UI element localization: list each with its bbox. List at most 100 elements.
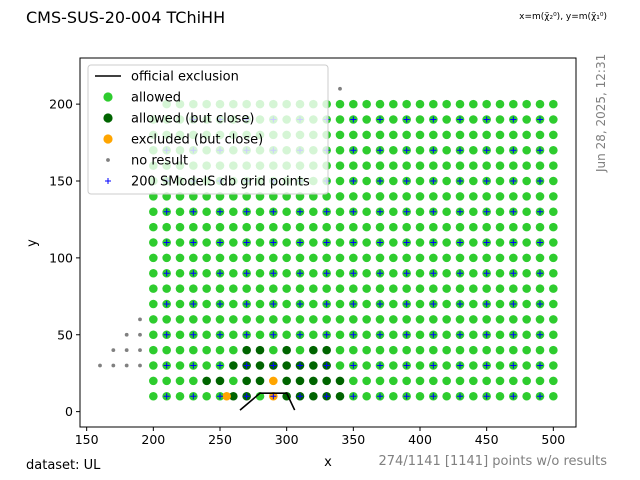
allowed-point (309, 330, 318, 340)
allowed-point (149, 222, 158, 232)
excluded-close-point (269, 376, 278, 386)
grid-point (270, 331, 277, 338)
grid-point (483, 270, 490, 277)
allowed-point (362, 99, 371, 109)
allowed-point (349, 253, 358, 263)
allowed-point (495, 161, 505, 170)
allowed-point (522, 345, 531, 355)
grid-point (457, 301, 463, 307)
allowed-point (282, 315, 291, 324)
grid-point (510, 301, 517, 307)
y-tick-label: 100 (49, 250, 73, 265)
dataset-label: dataset: UL (26, 458, 101, 473)
grid-point (403, 147, 410, 154)
allowed-point (429, 315, 438, 324)
allowed-point (335, 284, 345, 293)
grid-point (377, 362, 383, 369)
grid-point (403, 362, 410, 369)
allowed-point (522, 253, 531, 263)
allowed-point (442, 315, 451, 324)
allowed-point (269, 284, 278, 293)
allowed-point (349, 99, 358, 109)
allowed-point (522, 145, 531, 155)
allowed-point (335, 130, 345, 140)
allowed-point (202, 268, 211, 278)
allowed-point (189, 315, 198, 324)
allowed-point (442, 268, 451, 278)
allowed-point (549, 238, 558, 247)
allowed-point (549, 192, 558, 201)
allowed-point (362, 391, 371, 401)
allowed-point (175, 284, 185, 293)
grid-point (537, 301, 543, 307)
allowed-close-point (255, 376, 265, 386)
allowed-point (495, 330, 505, 340)
grid-point (190, 393, 197, 400)
allowed-point (149, 376, 158, 386)
grid-point (243, 270, 250, 277)
allowed-point (175, 345, 185, 355)
grid-point (377, 301, 383, 307)
grid-point (457, 178, 463, 184)
allowed-point (255, 284, 265, 293)
allowed-point (389, 253, 398, 263)
allowed-point (375, 376, 385, 386)
allowed-point (469, 161, 478, 170)
allowed-point (375, 99, 385, 109)
grid-point (217, 301, 223, 307)
allowed-point (469, 238, 478, 247)
allowed-point (175, 315, 185, 324)
grid-point (430, 178, 437, 184)
allowed-point (415, 207, 425, 217)
allowed-point (202, 361, 211, 370)
allowed-point (229, 222, 238, 232)
allowed-point (442, 222, 451, 232)
allowed-point (469, 376, 478, 386)
allowed-point (189, 222, 198, 232)
allowed-point (535, 284, 545, 293)
allowed-point (415, 238, 425, 247)
grid-point (243, 208, 250, 215)
allowed-point (429, 130, 438, 140)
grid-point (190, 331, 197, 338)
grid-point (403, 301, 410, 307)
allowed-point (202, 330, 211, 340)
allowed-point (202, 253, 211, 263)
allowed-point (469, 330, 478, 340)
allowed-point (482, 222, 491, 232)
allowed-close-point (242, 376, 251, 386)
allowed-point (402, 161, 411, 170)
allowed-point (442, 99, 451, 109)
grid-point (270, 301, 277, 307)
allowed-point (509, 345, 518, 355)
allowed-point (442, 238, 451, 247)
allowed-point (429, 192, 438, 201)
allowed-point (455, 376, 465, 386)
allowed-close-point (202, 376, 211, 386)
allowed-point (215, 222, 225, 232)
allowed-point (469, 145, 478, 155)
allowed-point (389, 145, 398, 155)
allowed-point (469, 391, 478, 401)
allowed-point (215, 315, 225, 324)
allowed-point (362, 330, 371, 340)
grid-point (163, 301, 170, 307)
legend-box (87, 64, 329, 195)
grid-point (323, 362, 330, 369)
grid-point (483, 208, 490, 215)
allowed-point (522, 315, 531, 324)
allowed-point (282, 268, 291, 278)
allowed-point (415, 299, 425, 309)
allowed-point (282, 253, 291, 263)
grid-point (483, 362, 490, 369)
allowed-point (335, 115, 345, 124)
allowed-point (442, 115, 451, 124)
legend-label: allowed (131, 91, 181, 106)
allowed-point (189, 284, 198, 293)
allowed-point (362, 361, 371, 370)
allowed-point (349, 192, 358, 201)
allowed-point (255, 268, 265, 278)
allowed-point (415, 145, 425, 155)
allowed-point (229, 253, 238, 263)
allowed-point (549, 161, 558, 170)
